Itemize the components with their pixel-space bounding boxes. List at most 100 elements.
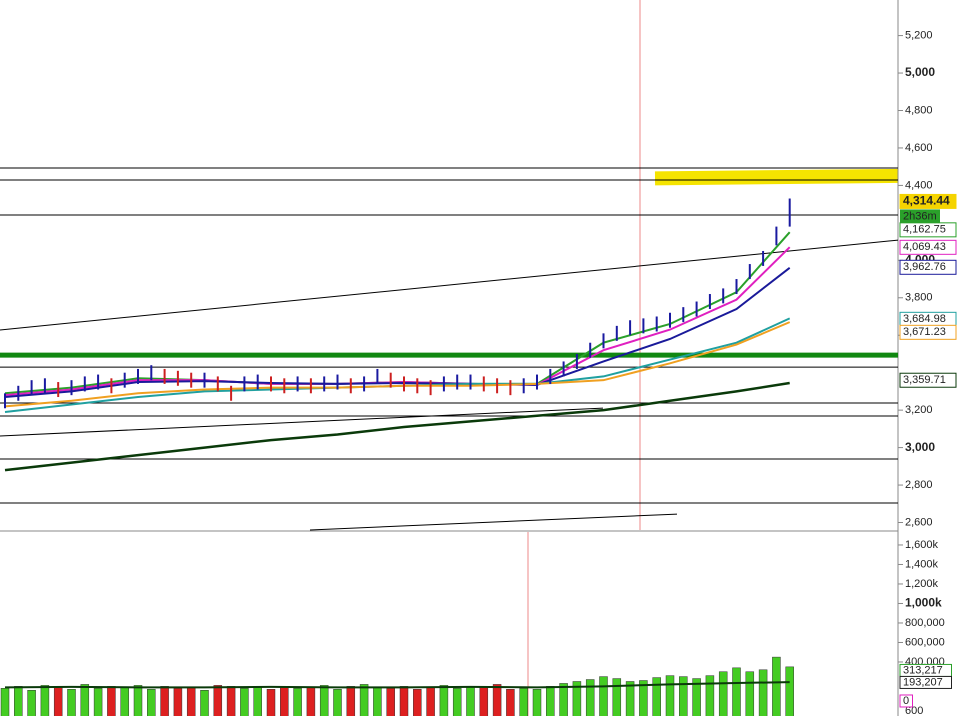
volume-bar bbox=[546, 686, 555, 716]
volume-bar bbox=[333, 689, 342, 716]
volume-bar bbox=[413, 689, 422, 716]
volume-bar bbox=[107, 686, 116, 716]
moving-average bbox=[4, 381, 790, 472]
volume-bar bbox=[399, 686, 409, 716]
volume-bar bbox=[479, 687, 489, 716]
y-tick-label: 4,800 bbox=[905, 104, 933, 116]
volume-bar bbox=[186, 687, 196, 716]
moving-average bbox=[4, 231, 791, 395]
y-tick-label: 3,000 bbox=[905, 440, 935, 454]
volume-bar bbox=[213, 685, 223, 716]
volume-bar bbox=[466, 686, 475, 716]
volume-bar bbox=[266, 689, 276, 716]
y-tick-label: 5,200 bbox=[905, 29, 933, 41]
volume-bar bbox=[718, 671, 728, 716]
volume-bar bbox=[506, 689, 515, 716]
price-badge bbox=[899, 239, 957, 255]
moving-average bbox=[4, 246, 791, 397]
volume-bar bbox=[532, 689, 542, 716]
y-tick-label: 4,600 bbox=[905, 142, 933, 154]
volume-bar bbox=[173, 688, 183, 716]
highlight bbox=[654, 168, 931, 186]
volume-bar bbox=[652, 677, 661, 716]
volume-bar bbox=[585, 679, 595, 716]
volume-bar bbox=[200, 690, 209, 716]
volume-badge bbox=[899, 675, 952, 689]
trend-line bbox=[0, 407, 604, 437]
y-tick-label: 2,800 bbox=[905, 479, 933, 491]
volume-bar bbox=[253, 687, 262, 716]
price-badge bbox=[899, 372, 957, 388]
y-tick-label: 3,800 bbox=[905, 292, 933, 304]
volume-tick-label: 1,000k bbox=[905, 596, 942, 610]
price-badge-label: 3,359.71 bbox=[903, 374, 946, 386]
y-tick-label: 5,000 bbox=[905, 65, 935, 79]
volume-bar bbox=[346, 686, 356, 716]
volume-badge-label: 0 bbox=[903, 695, 909, 707]
price-badge bbox=[899, 193, 957, 209]
volume-bar bbox=[93, 688, 103, 716]
moving-average bbox=[4, 321, 791, 408]
volume-bar bbox=[147, 689, 156, 716]
axis-strip bbox=[898, 0, 960, 716]
volume-bar bbox=[452, 688, 462, 716]
volume-bar bbox=[665, 675, 675, 716]
volume-tick-label: 1,600k bbox=[905, 539, 939, 551]
volume-badge-label: 193,207 bbox=[903, 676, 943, 688]
volume-bar bbox=[705, 675, 715, 716]
volume-tick-label: 600,000 bbox=[905, 636, 945, 648]
volume-bar bbox=[732, 667, 741, 716]
volume-bar bbox=[0, 688, 10, 716]
volume-badge-label: 313,217 bbox=[903, 664, 943, 676]
volume-bar bbox=[559, 683, 568, 716]
volume-bar bbox=[439, 685, 449, 716]
price-badge-label: 4,069.43 bbox=[903, 241, 946, 253]
trend-line bbox=[309, 513, 678, 531]
volume-bar bbox=[692, 678, 701, 716]
price-badge-label: 4,162.75 bbox=[903, 224, 946, 236]
countdown-label: 2h36m bbox=[903, 210, 937, 222]
volume-bar bbox=[67, 689, 76, 716]
volume-bar bbox=[133, 685, 143, 716]
volume-tick-label: 1,400k bbox=[905, 558, 939, 570]
y-tick-label: 2,600 bbox=[905, 516, 933, 528]
volume-bar bbox=[293, 688, 302, 716]
volume-bar bbox=[226, 686, 236, 716]
volume-bar bbox=[785, 666, 794, 716]
volume-bar bbox=[572, 681, 582, 716]
volume-bar bbox=[625, 681, 635, 716]
volume-bar bbox=[40, 685, 50, 716]
volume-bar bbox=[280, 686, 289, 716]
y-tick-label: 4,400 bbox=[905, 179, 933, 191]
volume-bar bbox=[373, 687, 382, 716]
price-badge-label: 3,671.23 bbox=[903, 326, 946, 338]
volume-bar bbox=[160, 686, 169, 716]
price-badge bbox=[899, 324, 957, 340]
volume-bar bbox=[27, 690, 36, 716]
volume-bar bbox=[519, 688, 528, 716]
price-badge-label: 3,684.98 bbox=[903, 313, 946, 325]
volume-bar bbox=[319, 685, 329, 716]
volume-bar bbox=[120, 687, 129, 716]
volume-bar bbox=[240, 688, 249, 716]
volume-bar bbox=[80, 684, 90, 716]
volume-bar bbox=[53, 687, 63, 716]
volume-tick-label: 1,200k bbox=[905, 578, 939, 590]
volume-bar bbox=[758, 669, 768, 716]
volume-bar bbox=[745, 671, 755, 716]
volume-badge bbox=[899, 694, 913, 708]
volume-bar bbox=[386, 688, 395, 716]
volume-bar bbox=[639, 680, 648, 716]
moving-average bbox=[4, 317, 791, 414]
volume-bar bbox=[426, 687, 435, 716]
moving-average bbox=[4, 267, 791, 399]
countdown-badge bbox=[900, 209, 940, 224]
volume-bar bbox=[772, 656, 781, 716]
price-badge bbox=[899, 259, 957, 275]
volume-bar bbox=[359, 684, 369, 716]
price-badge-label: 4,314.44 bbox=[903, 194, 950, 208]
volume-bar bbox=[492, 684, 502, 716]
volume-bar bbox=[612, 678, 622, 716]
volume-average bbox=[4, 681, 790, 689]
